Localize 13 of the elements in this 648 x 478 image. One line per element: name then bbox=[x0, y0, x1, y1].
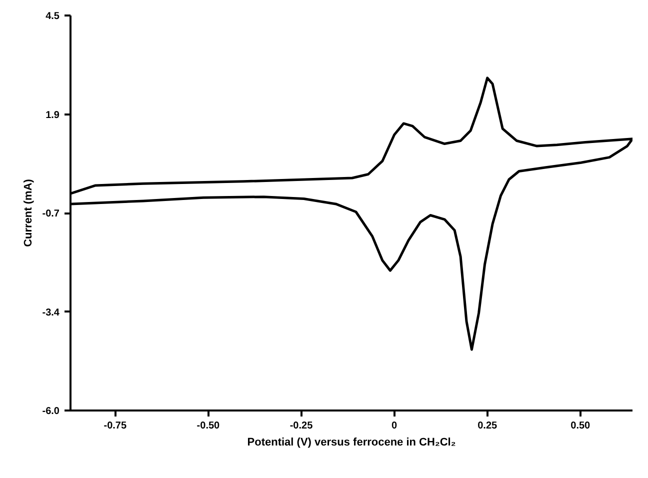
y-tick-label: -0.7 bbox=[42, 208, 60, 220]
y-axis-title: Current (mA) bbox=[22, 178, 34, 247]
x-tick-label: 0.50 bbox=[570, 420, 591, 432]
x-tick-label: -0.50 bbox=[196, 420, 220, 432]
y-tick-label: -6.0 bbox=[42, 406, 60, 417]
x-tick-label: 0.25 bbox=[478, 420, 498, 432]
x-tick-label: -0.25 bbox=[290, 420, 314, 432]
y-tick-label: 4.5 bbox=[46, 11, 60, 22]
y-tick-label: 1.9 bbox=[46, 110, 60, 121]
x-tick-label: -0.75 bbox=[104, 420, 127, 432]
x-axis-title: Potential (V) versus ferrocene in CH₂Cl₂ bbox=[247, 436, 456, 448]
x-tick-label: 0 bbox=[392, 420, 398, 432]
y-tick-label: -3.4 bbox=[42, 307, 60, 318]
